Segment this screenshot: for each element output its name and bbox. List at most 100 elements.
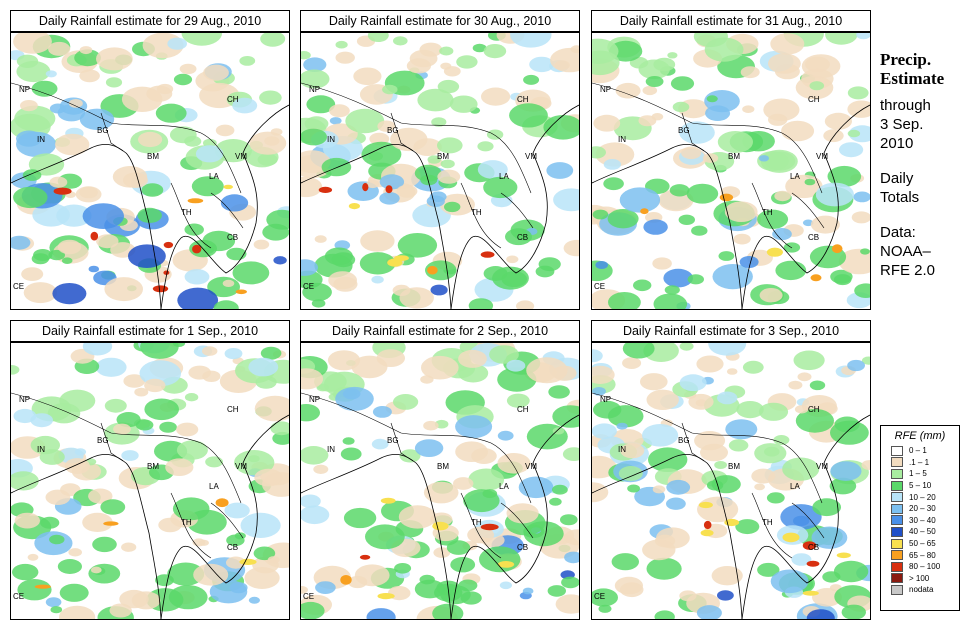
rain-core <box>163 241 174 249</box>
rain-blob <box>393 394 419 410</box>
rain-blob <box>417 88 454 112</box>
rain-blob <box>766 492 785 504</box>
rain-blob <box>523 74 540 85</box>
rain-blob <box>266 209 289 230</box>
rain-blob <box>806 609 835 619</box>
legend-swatch <box>891 480 903 491</box>
panel-title: Daily Rainfall estimate for 3 Sep., 2010 <box>591 320 871 342</box>
rain-blob <box>226 247 247 261</box>
rain-blob <box>195 145 224 163</box>
rain-blob <box>437 79 460 94</box>
country-label-vm: VM <box>816 152 828 161</box>
rain-blob <box>592 482 609 503</box>
rain-blob <box>179 63 197 75</box>
rain-core <box>427 265 438 275</box>
legend-swatch <box>891 445 903 456</box>
rain-blob <box>301 601 325 619</box>
rain-blob <box>546 162 574 179</box>
rain-core <box>239 558 257 565</box>
rain-blob <box>619 187 661 213</box>
rain-blob <box>788 380 803 390</box>
rain-blob <box>79 186 98 199</box>
rain-core <box>53 187 72 195</box>
country-label-ce: CE <box>594 592 605 601</box>
rain-blob <box>555 594 579 614</box>
rain-blob <box>687 274 704 285</box>
rain-core <box>806 560 820 567</box>
rain-blob <box>552 484 568 495</box>
rain-blob <box>456 55 478 69</box>
rain-blob <box>627 484 640 493</box>
rain-blob <box>725 419 758 440</box>
rain-blob <box>642 539 676 561</box>
rain-blob <box>714 461 727 469</box>
panel-map: NP CH IN BG BM VM LA TH CB CE <box>10 342 290 620</box>
rain-blob <box>121 542 137 552</box>
rain-blob <box>232 97 258 114</box>
legend-swatch <box>891 515 903 526</box>
rain-blob <box>382 84 398 95</box>
rain-blob <box>253 239 270 250</box>
rain-blob <box>681 146 702 160</box>
rain-blob <box>751 468 776 484</box>
caption-date-1: 3 Sep. <box>880 116 924 133</box>
rain-blob <box>105 77 123 88</box>
rain-blob <box>688 393 714 410</box>
rain-core <box>802 541 817 550</box>
border-line <box>11 392 242 504</box>
rain-blob <box>342 388 361 400</box>
coastline <box>160 414 289 619</box>
rain-blob <box>21 267 44 281</box>
legend-item: nodata <box>881 584 959 596</box>
coastline <box>592 143 743 309</box>
rain-blob <box>802 219 814 227</box>
rain-blob <box>608 292 641 309</box>
rain-blob <box>27 553 39 561</box>
rain-blob <box>420 174 438 186</box>
rain-blob <box>810 215 840 234</box>
rain-blob <box>423 481 459 504</box>
rain-blob <box>184 269 210 285</box>
rain-blob <box>770 569 809 594</box>
legend-swatch <box>891 538 903 549</box>
rain-blob <box>272 431 289 445</box>
caption-through: through <box>880 97 931 114</box>
rain-blob <box>301 586 308 594</box>
rain-blob <box>497 453 531 474</box>
rain-blob <box>172 343 186 347</box>
rain-blob <box>781 120 815 142</box>
rain-blob <box>379 192 400 205</box>
rain-blob <box>642 85 658 96</box>
rain-blob <box>159 421 177 433</box>
rain-blob <box>249 131 287 155</box>
rain-blob <box>773 435 790 445</box>
rain-blob <box>645 76 664 87</box>
rain-blob <box>366 608 396 619</box>
country-label-vm: VM <box>525 152 537 161</box>
country-label-la: LA <box>209 482 219 491</box>
rain-blob <box>506 359 526 372</box>
rain-blob <box>131 591 161 610</box>
rain-blob <box>203 138 217 148</box>
rain-blob <box>79 46 93 55</box>
rain-blob <box>215 124 235 137</box>
coastline <box>592 453 743 619</box>
rain-blob <box>804 178 816 186</box>
rain-blob <box>717 590 734 601</box>
rain-blob <box>603 159 622 170</box>
rain-blob <box>379 174 405 190</box>
rain-blob <box>301 69 330 89</box>
caption-title-2: Estimate <box>880 69 945 88</box>
border-line <box>170 182 244 249</box>
rain-blob <box>321 157 352 177</box>
rain-blob <box>794 405 809 414</box>
rain-blob <box>839 142 864 158</box>
legend-label: nodata <box>909 585 934 595</box>
rainfall-panel: Daily Rainfall estimate for 1 Sep., 2010… <box>10 320 290 620</box>
rain-blob <box>708 343 747 356</box>
legend-item: 1 – 5 <box>881 468 959 480</box>
country-label-th: TH <box>471 208 482 217</box>
country-label-np: NP <box>600 85 611 94</box>
country-label-ch: CH <box>517 95 529 104</box>
rain-blob <box>861 460 870 470</box>
